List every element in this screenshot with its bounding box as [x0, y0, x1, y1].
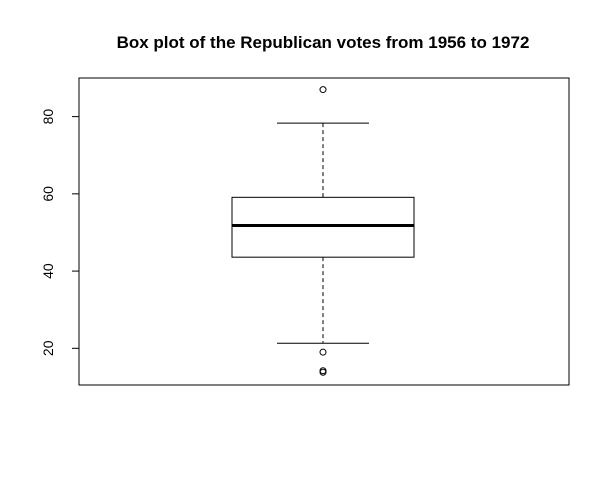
interquartile-box: [231, 196, 415, 258]
chart-title: Box plot of the Republican votes from 19…: [117, 33, 530, 52]
outlier-point: [319, 368, 327, 376]
y-tick-label: 20: [40, 340, 56, 356]
outlier-point: [319, 348, 327, 356]
y-tick-label: 60: [40, 186, 56, 202]
y-axis: 20 40 60 80: [40, 109, 80, 356]
y-tick-label: 40: [40, 263, 56, 279]
outlier-point: [319, 86, 327, 94]
box-plot: [231, 122, 415, 344]
y-tick-label: 80: [40, 109, 56, 125]
outliers: [319, 86, 327, 376]
